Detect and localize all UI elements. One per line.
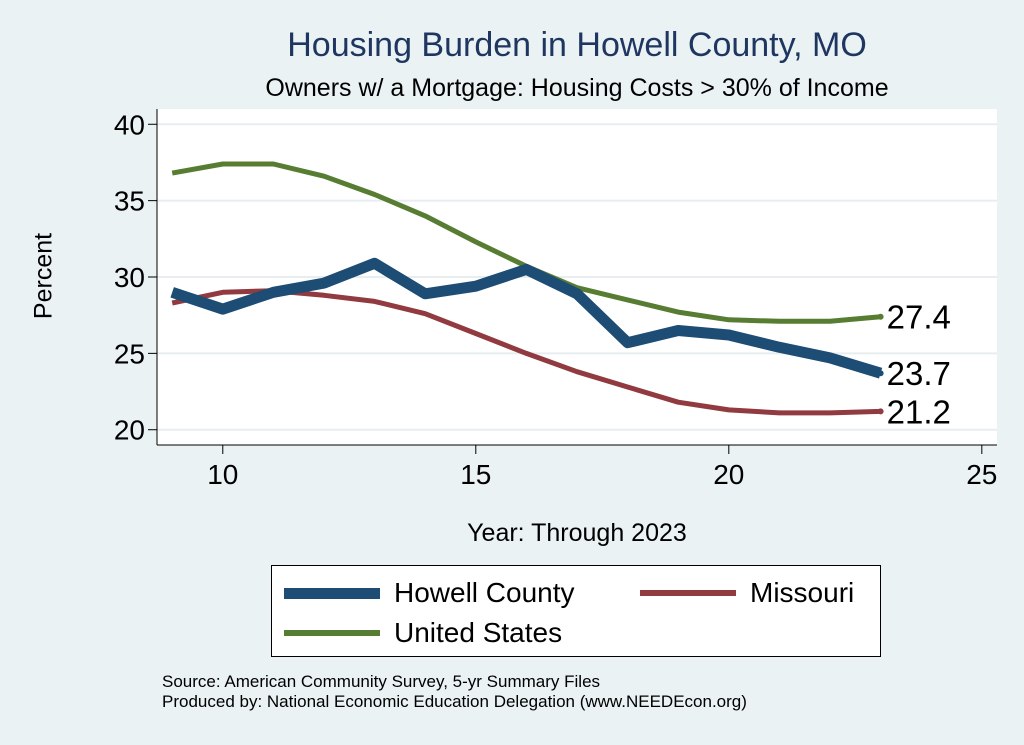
- legend-item-missouri: Missouri: [640, 577, 854, 609]
- chart-title: Housing Burden in Howell County, MO: [287, 26, 867, 64]
- legend-swatch-missouri: [640, 590, 736, 596]
- legend-item-howell: Howell County: [284, 577, 575, 609]
- y-tick-label-35: 35: [114, 186, 145, 217]
- legend-swatch-howell: [284, 587, 380, 599]
- legend-label-missouri: Missouri: [750, 577, 855, 608]
- y-tick-label-40: 40: [114, 109, 145, 140]
- produced-by-line: Produced by: National Economic Education…: [162, 692, 747, 711]
- end-label-missouri: 21.2: [887, 393, 951, 430]
- chart-subtitle: Owners w/ a Mortgage: Housing Costs > 30…: [265, 74, 889, 102]
- series-end-marker-united-states: [877, 313, 884, 320]
- legend-item-us: United States: [284, 617, 562, 649]
- x-tick-label-20: 20: [713, 459, 744, 490]
- series-line-howell-county: [170, 257, 883, 379]
- y-tick-label-20: 20: [114, 415, 145, 446]
- legend-label-us: United States: [394, 617, 563, 648]
- end-label-united-states: 27.4: [887, 299, 951, 336]
- y-tick-label-30: 30: [114, 262, 145, 293]
- x-tick-label-15: 15: [460, 459, 491, 490]
- x-tick-label-10: 10: [207, 459, 238, 490]
- x-tick-label-25: 25: [966, 459, 997, 490]
- legend-label-howell: Howell County: [394, 577, 575, 608]
- end-label-howell-county: 23.7: [887, 355, 951, 392]
- y-tick-label-25: 25: [114, 338, 145, 369]
- series-end-marker-howell-county: [877, 370, 884, 377]
- x-axis-label: Year: Through 2023: [467, 519, 687, 547]
- source-line: Source: American Community Survey, 5-yr …: [162, 672, 601, 691]
- legend-swatch-us: [284, 630, 380, 636]
- legend: Howell County Missouri United States: [271, 565, 881, 657]
- series-end-marker-missouri: [877, 408, 884, 415]
- source-note: Source: American Community Survey, 5-yr …: [162, 672, 747, 712]
